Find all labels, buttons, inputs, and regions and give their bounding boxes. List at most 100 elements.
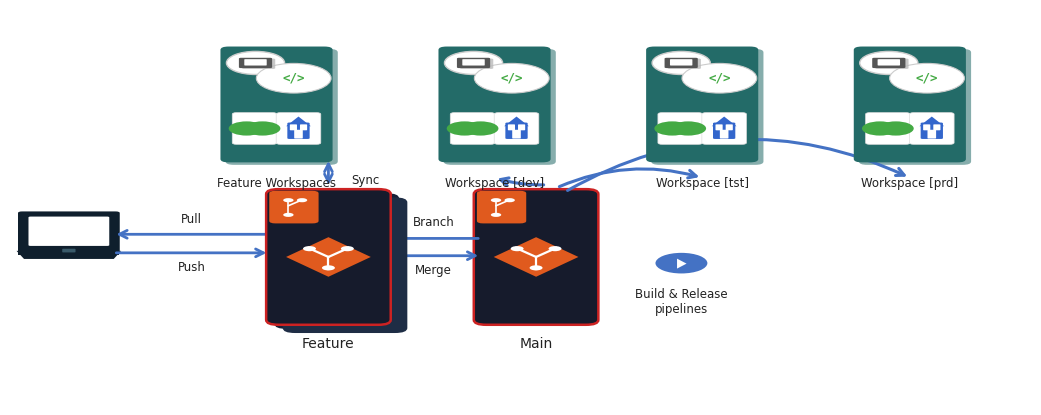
Circle shape bbox=[297, 198, 307, 202]
Text: Workspace [tst]: Workspace [tst] bbox=[656, 177, 748, 190]
Circle shape bbox=[491, 198, 501, 202]
Polygon shape bbox=[286, 237, 371, 277]
Text: Workspace [dev]: Workspace [dev] bbox=[445, 177, 544, 190]
Text: Build & Release
pipelines: Build & Release pipelines bbox=[635, 288, 728, 316]
FancyBboxPatch shape bbox=[62, 249, 76, 252]
Circle shape bbox=[229, 121, 264, 136]
FancyBboxPatch shape bbox=[664, 58, 697, 68]
FancyBboxPatch shape bbox=[715, 124, 722, 130]
Text: Feature: Feature bbox=[302, 337, 355, 352]
Circle shape bbox=[340, 246, 354, 251]
Text: ▶: ▶ bbox=[677, 256, 686, 270]
Polygon shape bbox=[286, 117, 311, 126]
Circle shape bbox=[227, 51, 284, 74]
Text: Feature Workspaces: Feature Workspaces bbox=[217, 177, 336, 190]
FancyBboxPatch shape bbox=[878, 59, 900, 66]
FancyBboxPatch shape bbox=[287, 122, 309, 139]
Text: </>: </> bbox=[501, 72, 523, 85]
FancyBboxPatch shape bbox=[245, 59, 266, 66]
FancyBboxPatch shape bbox=[646, 46, 758, 162]
FancyBboxPatch shape bbox=[443, 49, 556, 165]
Circle shape bbox=[656, 253, 708, 273]
FancyBboxPatch shape bbox=[920, 122, 943, 139]
Circle shape bbox=[462, 121, 499, 136]
FancyBboxPatch shape bbox=[865, 112, 910, 144]
FancyBboxPatch shape bbox=[238, 58, 272, 68]
FancyBboxPatch shape bbox=[508, 124, 515, 130]
FancyBboxPatch shape bbox=[474, 189, 599, 325]
Circle shape bbox=[505, 198, 515, 202]
FancyBboxPatch shape bbox=[239, 124, 270, 133]
FancyBboxPatch shape bbox=[438, 46, 551, 162]
FancyBboxPatch shape bbox=[289, 124, 297, 130]
Circle shape bbox=[491, 213, 501, 217]
FancyBboxPatch shape bbox=[667, 59, 701, 69]
FancyBboxPatch shape bbox=[270, 191, 319, 223]
FancyBboxPatch shape bbox=[854, 46, 966, 162]
Circle shape bbox=[682, 63, 757, 93]
Text: </>: </> bbox=[916, 72, 938, 85]
Circle shape bbox=[245, 121, 280, 136]
Circle shape bbox=[303, 246, 316, 251]
FancyBboxPatch shape bbox=[505, 122, 528, 139]
Circle shape bbox=[447, 121, 482, 136]
FancyBboxPatch shape bbox=[720, 130, 729, 139]
Circle shape bbox=[283, 198, 294, 202]
FancyBboxPatch shape bbox=[457, 58, 490, 68]
Text: Merge: Merge bbox=[415, 264, 452, 277]
Polygon shape bbox=[712, 117, 736, 126]
Text: Main: Main bbox=[519, 337, 553, 352]
Text: Sync: Sync bbox=[351, 174, 380, 187]
Text: </>: </> bbox=[708, 72, 731, 85]
Circle shape bbox=[655, 121, 690, 136]
FancyBboxPatch shape bbox=[451, 112, 494, 144]
FancyBboxPatch shape bbox=[873, 124, 903, 133]
FancyBboxPatch shape bbox=[928, 130, 936, 139]
Text: Pull: Pull bbox=[181, 213, 202, 226]
FancyBboxPatch shape bbox=[460, 59, 493, 69]
FancyBboxPatch shape bbox=[934, 124, 940, 130]
FancyBboxPatch shape bbox=[477, 191, 527, 223]
Circle shape bbox=[549, 246, 561, 251]
Polygon shape bbox=[919, 117, 944, 126]
FancyBboxPatch shape bbox=[295, 130, 303, 139]
Circle shape bbox=[862, 121, 897, 136]
FancyBboxPatch shape bbox=[923, 124, 931, 130]
Circle shape bbox=[256, 63, 331, 93]
FancyBboxPatch shape bbox=[658, 112, 703, 144]
FancyBboxPatch shape bbox=[276, 112, 321, 144]
FancyBboxPatch shape bbox=[232, 112, 277, 144]
FancyBboxPatch shape bbox=[266, 189, 390, 325]
Circle shape bbox=[530, 265, 542, 271]
Polygon shape bbox=[493, 237, 579, 277]
Circle shape bbox=[670, 121, 706, 136]
Circle shape bbox=[652, 51, 710, 74]
Polygon shape bbox=[504, 117, 529, 126]
Text: Branch: Branch bbox=[412, 216, 454, 229]
FancyBboxPatch shape bbox=[275, 193, 399, 329]
Circle shape bbox=[860, 51, 918, 74]
FancyBboxPatch shape bbox=[226, 49, 337, 165]
Circle shape bbox=[511, 246, 524, 251]
Text: </>: </> bbox=[282, 72, 305, 85]
Circle shape bbox=[322, 265, 335, 271]
FancyBboxPatch shape bbox=[872, 58, 906, 68]
FancyBboxPatch shape bbox=[494, 112, 539, 144]
FancyBboxPatch shape bbox=[910, 112, 955, 144]
FancyBboxPatch shape bbox=[18, 211, 120, 252]
FancyBboxPatch shape bbox=[28, 217, 109, 246]
Polygon shape bbox=[19, 251, 120, 255]
Circle shape bbox=[878, 121, 914, 136]
FancyBboxPatch shape bbox=[221, 46, 332, 162]
FancyBboxPatch shape bbox=[875, 59, 909, 69]
Polygon shape bbox=[17, 251, 121, 259]
FancyBboxPatch shape bbox=[242, 59, 275, 69]
Circle shape bbox=[475, 63, 549, 93]
FancyBboxPatch shape bbox=[518, 124, 525, 130]
Circle shape bbox=[445, 51, 503, 74]
Text: Push: Push bbox=[177, 261, 205, 274]
FancyBboxPatch shape bbox=[652, 49, 763, 165]
Text: Workspace [prd]: Workspace [prd] bbox=[861, 177, 959, 190]
FancyBboxPatch shape bbox=[462, 59, 485, 66]
FancyBboxPatch shape bbox=[670, 59, 692, 66]
